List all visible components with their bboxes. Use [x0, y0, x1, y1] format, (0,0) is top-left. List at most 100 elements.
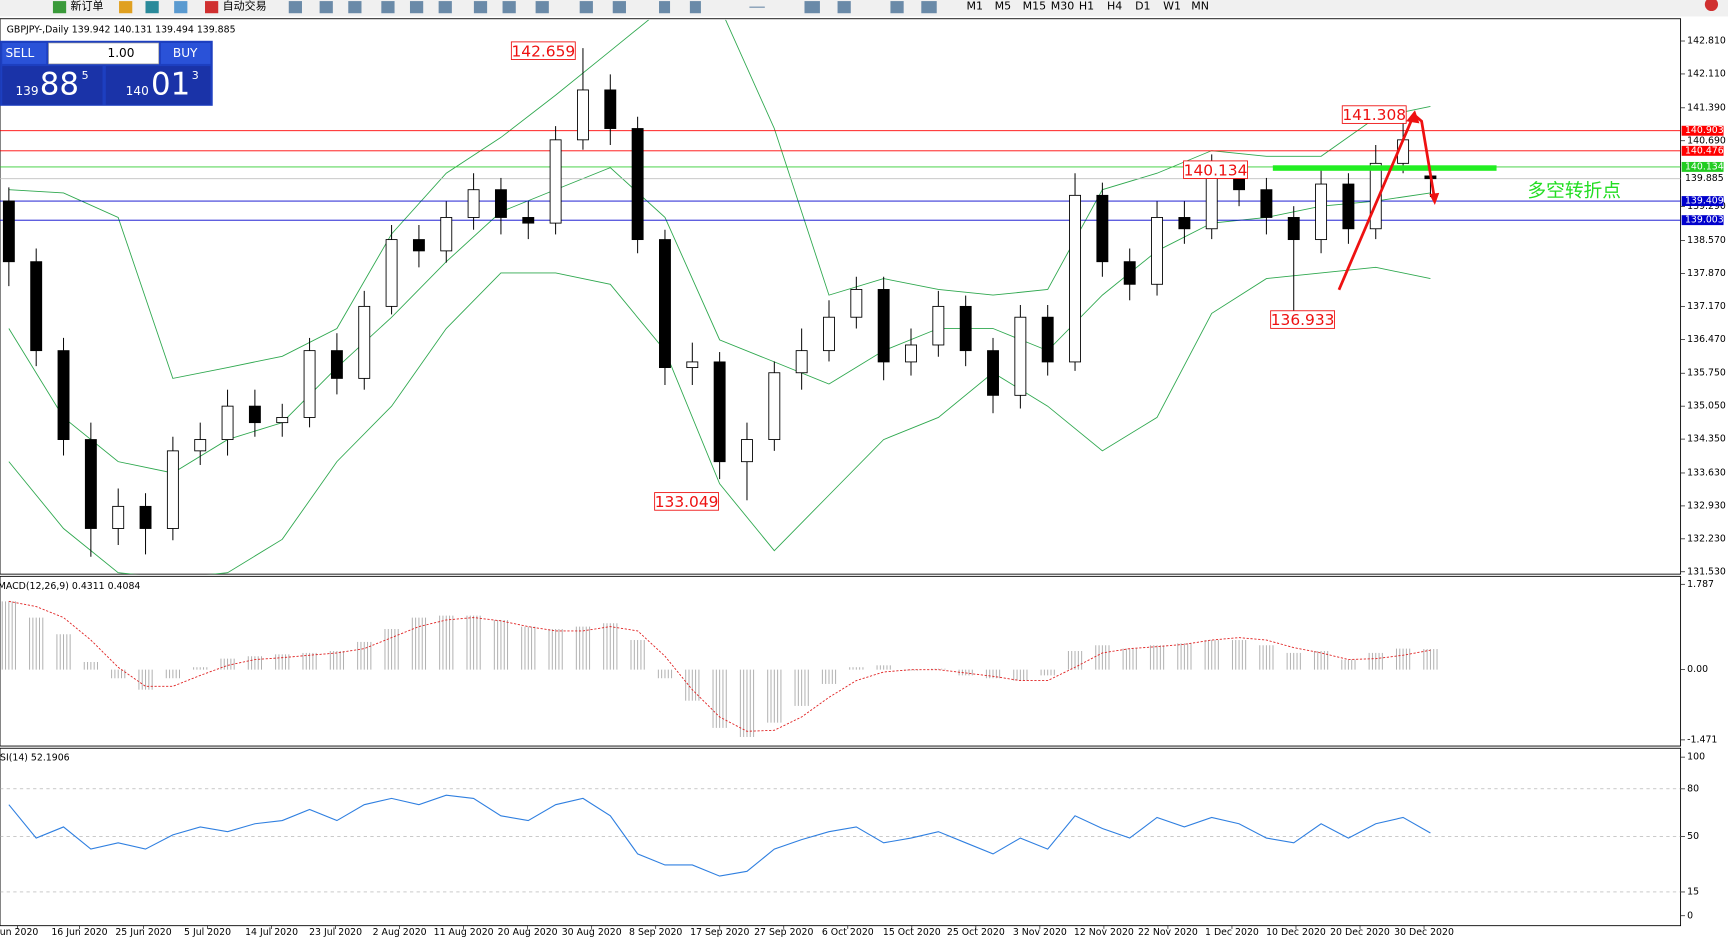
- toolbar-icon[interactable]: [502, 1, 516, 14]
- buy-price-box[interactable]: [105, 66, 211, 105]
- price-annotation-box: [510, 41, 576, 60]
- toolbar-icon[interactable]: [409, 1, 424, 14]
- timeframe-button[interactable]: H4: [1107, 0, 1122, 13]
- candle-body: [1315, 183, 1328, 241]
- x-tick-label: 14 Jul 2020: [245, 927, 298, 938]
- candle-body: [959, 305, 972, 352]
- sell-pips[interactable]: 88: [40, 66, 79, 102]
- price-annotation: 136.933: [1271, 311, 1335, 329]
- macd-signal: [8, 600, 1431, 732]
- candle-body: [823, 316, 835, 352]
- x-tick-label: 25 Oct 2020: [947, 927, 1005, 938]
- auto-trading-button[interactable]: 自动交易: [223, 0, 267, 13]
- toolbar-icon[interactable]: [438, 1, 452, 14]
- toolbar-icon[interactable]: [659, 1, 671, 14]
- price-level-label: 139.409: [1685, 196, 1724, 207]
- candle-body: [1287, 217, 1300, 241]
- candle-body: [549, 139, 562, 224]
- price-annotation-box: [1341, 105, 1407, 124]
- lot-input[interactable]: [48, 42, 160, 65]
- buy-pips[interactable]: 01: [151, 66, 190, 102]
- candle-body: [166, 450, 179, 529]
- timeframe-button[interactable]: M1: [966, 0, 983, 13]
- x-tick-label: 12 Nov 2020: [1074, 927, 1134, 938]
- y-tick-label: 134.350: [1687, 434, 1726, 445]
- candle-body: [604, 89, 617, 129]
- candle-body: [1205, 177, 1218, 230]
- buy-big-figure[interactable]: 140: [126, 84, 149, 98]
- y-tick-label: 142.810: [1687, 36, 1726, 47]
- new-order-icon[interactable]: [52, 1, 67, 14]
- candle-body: [494, 189, 507, 218]
- rsi-plot: [0, 788, 1681, 893]
- sell-button[interactable]: [2, 42, 47, 64]
- toolbar-icon[interactable]: [319, 1, 333, 14]
- toolbar-icon[interactable]: [348, 1, 362, 14]
- toolbar-icon[interactable]: [535, 1, 549, 14]
- candle-body: [522, 217, 535, 224]
- toolbar: [0, 0, 1728, 17]
- sell-big-figure[interactable]: 139: [15, 84, 38, 98]
- toolbar-icon[interactable]: [288, 1, 302, 14]
- auto-trading-icon[interactable]: [205, 1, 219, 14]
- timeframe-button[interactable]: MN: [1191, 0, 1209, 13]
- x-tick-label: 6 Oct 2020: [822, 927, 874, 938]
- buy-point[interactable]: 3: [192, 69, 199, 82]
- toolbar-icon[interactable]: [890, 1, 904, 14]
- timeframe-button[interactable]: M15: [1023, 0, 1046, 13]
- timeframe-button[interactable]: H1: [1079, 0, 1094, 13]
- candle-body: [194, 439, 207, 452]
- toolbar-icon[interactable]: [174, 1, 188, 14]
- candle-body: [1041, 316, 1054, 363]
- lot-value[interactable]: 1.00: [108, 46, 135, 60]
- rsi-line: [8, 794, 1431, 877]
- candle-body: [1260, 189, 1273, 218]
- toolbar-icon[interactable]: [921, 1, 937, 14]
- y-tick-label: 140.690: [1687, 135, 1726, 146]
- toolbar-icon[interactable]: [804, 1, 820, 14]
- timeframe-button[interactable]: W1: [1163, 0, 1181, 13]
- buy-button[interactable]: [160, 42, 211, 64]
- toolbar-icon[interactable]: [689, 1, 701, 14]
- toolbar-icon[interactable]: [612, 1, 626, 14]
- x-tick-label: Jun 2020: [0, 927, 38, 938]
- y-tick-label: 141.390: [1687, 102, 1726, 113]
- candle-body: [795, 350, 808, 374]
- toolbar-icon[interactable]: [381, 1, 395, 14]
- timeframe-button[interactable]: M30: [1051, 0, 1075, 13]
- timeframe-button[interactable]: D1: [1135, 0, 1150, 13]
- candle-body: [932, 305, 945, 346]
- y-tick-label: 100: [1687, 752, 1705, 763]
- timeframe-button[interactable]: M5: [995, 0, 1012, 13]
- new-order-button[interactable]: 新订单: [71, 0, 104, 13]
- candle-body: [987, 350, 999, 396]
- y-tick-label: 50: [1687, 831, 1699, 842]
- chart-annotation: 多空转折点: [1527, 181, 1621, 202]
- rsi-title: SI(14) 52.1906: [0, 753, 70, 764]
- sell-price-box[interactable]: [2, 66, 103, 105]
- candle-body: [631, 128, 644, 241]
- price-annotation: 142.659: [511, 42, 575, 60]
- toolbar-icon[interactable]: [145, 1, 159, 14]
- x-tick-label: 30 Dec 2020: [1394, 927, 1454, 938]
- toolbar-icon[interactable]: [837, 1, 851, 14]
- sell-point[interactable]: 5: [82, 69, 89, 82]
- candle-body: [248, 405, 261, 424]
- toolbar-icon[interactable]: [119, 1, 133, 14]
- candle-body: [659, 239, 671, 369]
- buy-label[interactable]: BUY: [173, 46, 198, 60]
- sell-label[interactable]: SELL: [5, 46, 34, 60]
- price-level-tag: [1681, 215, 1724, 226]
- toolbar-icon[interactable]: [579, 1, 593, 14]
- toolbar-icon[interactable]: [749, 6, 765, 8]
- candle-body: [385, 239, 398, 307]
- price-level-tag: [1681, 173, 1724, 184]
- notification-icon[interactable]: [1704, 0, 1719, 12]
- macd-title: MACD(12,26,9) 0.4311 0.4084: [0, 581, 140, 592]
- toolbar-icon[interactable]: [473, 1, 488, 14]
- candle-body: [1369, 162, 1382, 230]
- candle-body: [1233, 177, 1246, 191]
- x-tick-label: 30 Aug 2020: [562, 927, 622, 938]
- x-tick-label: 16 Jun 2020: [51, 927, 107, 938]
